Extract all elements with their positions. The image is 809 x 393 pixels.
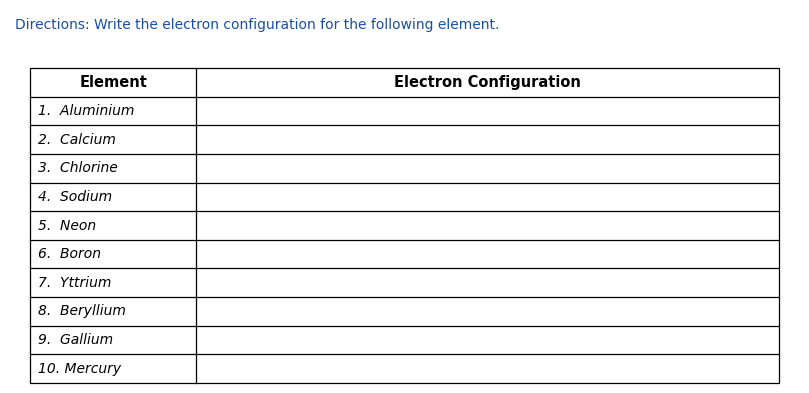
Text: 9.  Gallium: 9. Gallium [38, 333, 113, 347]
Text: 2.  Calcium: 2. Calcium [38, 132, 116, 147]
Text: 10. Mercury: 10. Mercury [38, 362, 121, 376]
Text: 1.  Aluminium: 1. Aluminium [38, 104, 134, 118]
Text: 4.  Sodium: 4. Sodium [38, 190, 112, 204]
Text: 3.  Chlorine: 3. Chlorine [38, 161, 118, 175]
Text: Directions: Write the electron configuration for the following element.: Directions: Write the electron configura… [15, 18, 499, 32]
Bar [30, 68, 779, 383]
Text: 8.  Beryllium: 8. Beryllium [38, 305, 126, 318]
Text: Element: Element [79, 75, 147, 90]
Text: 6.  Boron: 6. Boron [38, 247, 101, 261]
Text: 7.  Yttrium: 7. Yttrium [38, 276, 112, 290]
Text: 5.  Neon: 5. Neon [38, 219, 96, 233]
Text: Electron Configuration: Electron Configuration [394, 75, 581, 90]
